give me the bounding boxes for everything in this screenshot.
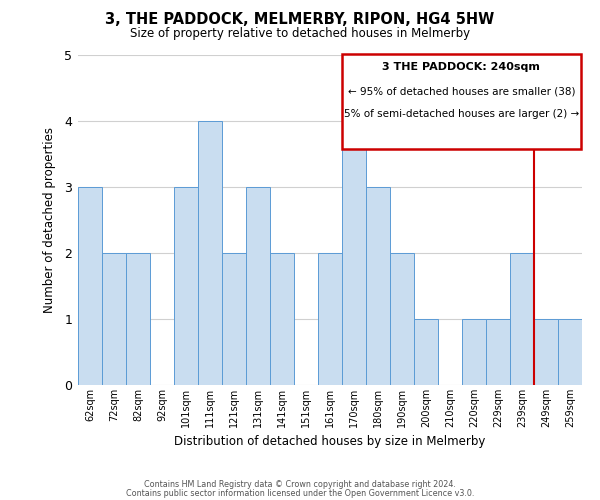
Bar — [102, 253, 126, 385]
Bar — [246, 187, 270, 385]
Bar — [174, 187, 198, 385]
Text: Size of property relative to detached houses in Melmerby: Size of property relative to detached ho… — [130, 28, 470, 40]
Bar — [534, 319, 558, 385]
Bar — [342, 121, 366, 385]
Bar — [462, 319, 486, 385]
Text: ← 95% of detached houses are smaller (38): ← 95% of detached houses are smaller (38… — [347, 86, 575, 97]
Text: 3, THE PADDOCK, MELMERBY, RIPON, HG4 5HW: 3, THE PADDOCK, MELMERBY, RIPON, HG4 5HW — [106, 12, 494, 28]
Bar — [342, 54, 581, 148]
Bar — [222, 253, 246, 385]
Bar — [486, 319, 510, 385]
Text: Contains HM Land Registry data © Crown copyright and database right 2024.: Contains HM Land Registry data © Crown c… — [144, 480, 456, 489]
Bar — [390, 253, 414, 385]
Bar — [366, 187, 390, 385]
Bar — [318, 253, 342, 385]
Bar — [558, 319, 582, 385]
X-axis label: Distribution of detached houses by size in Melmerby: Distribution of detached houses by size … — [175, 436, 485, 448]
Bar — [270, 253, 294, 385]
Text: 3 THE PADDOCK: 240sqm: 3 THE PADDOCK: 240sqm — [382, 62, 541, 72]
Bar — [126, 253, 150, 385]
Text: Contains public sector information licensed under the Open Government Licence v3: Contains public sector information licen… — [126, 488, 474, 498]
Bar — [198, 121, 222, 385]
Text: 5% of semi-detached houses are larger (2) →: 5% of semi-detached houses are larger (2… — [344, 110, 579, 120]
Bar — [78, 187, 102, 385]
Bar — [414, 319, 438, 385]
Y-axis label: Number of detached properties: Number of detached properties — [43, 127, 56, 313]
Bar — [510, 253, 534, 385]
